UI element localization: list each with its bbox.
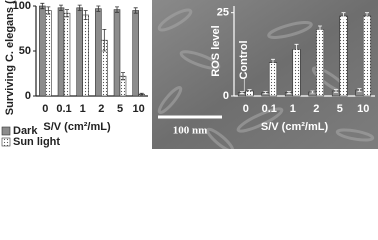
error-bar (294, 43, 299, 55)
annotation: Control (238, 40, 250, 79)
x-tick-label: 2 (313, 103, 319, 115)
bar (57, 7, 65, 97)
x-tick-label: 10 (357, 103, 369, 115)
error-bar (120, 72, 125, 81)
x-tick-label: 1 (290, 103, 296, 115)
legend-swatch (1, 126, 11, 136)
x-tick-label: 10 (133, 103, 145, 115)
y-axis-label: Surviving C. elegans (%) (4, 0, 16, 115)
scale-label: 100 nm (173, 125, 208, 137)
error-bar (115, 6, 120, 13)
error-bar (40, 2, 45, 10)
legend-swatch (1, 137, 11, 147)
error-bar (46, 6, 51, 15)
x-tick-label: 5 (117, 103, 123, 115)
bar (63, 12, 71, 97)
error-bar (357, 88, 362, 92)
bar (315, 29, 325, 97)
error-bar (271, 58, 276, 67)
y-tick-label: 0 (25, 90, 31, 102)
error-bar (263, 91, 268, 95)
error-bar (333, 89, 338, 93)
bar (82, 14, 89, 97)
x-tick-label: 5 (337, 103, 343, 115)
error-bar (247, 89, 252, 93)
error-bar (365, 12, 370, 20)
x-tick-label: 0.1 (262, 103, 277, 115)
error-bar (239, 91, 244, 95)
error-bar (139, 92, 144, 96)
error-bar (96, 5, 101, 12)
bar (339, 15, 348, 97)
error-bar (64, 9, 69, 18)
bar (45, 10, 52, 97)
y-axis-label: ROS level (210, 25, 222, 76)
legend-label: Dark (13, 125, 38, 137)
bar (132, 10, 139, 97)
bar (292, 49, 301, 97)
error-bar (310, 90, 315, 94)
error-bar (77, 4, 82, 11)
x-tick-label: 0 (243, 103, 249, 115)
bar (76, 7, 83, 97)
x-tick-label: 1 (80, 103, 86, 115)
y-tick-label: 25 (217, 7, 229, 19)
legend-label: Sun light (13, 136, 60, 148)
bar (39, 5, 46, 97)
error-bar (286, 91, 291, 95)
x-tick-label: 0 (42, 103, 48, 115)
bar (113, 9, 121, 97)
x-tick-label: 2 (98, 103, 104, 115)
error-bar (133, 7, 138, 14)
y-tick-label: 0 (223, 90, 229, 102)
x-axis-label: S/V (cm²/mL) (261, 121, 329, 133)
error-bar (318, 25, 323, 34)
error-bar (83, 10, 88, 20)
x-axis-label: S/V (cm²/mL) (43, 121, 111, 133)
error-bar (59, 4, 64, 11)
bar (362, 15, 372, 97)
error-bar (102, 29, 107, 52)
bar (95, 8, 102, 97)
error-bar (341, 12, 346, 20)
bar (268, 62, 278, 97)
y-tick-label: 50 (19, 45, 31, 57)
x-tick-label: 0.1 (56, 103, 71, 115)
y-tick-label: 100 (13, 0, 31, 12)
